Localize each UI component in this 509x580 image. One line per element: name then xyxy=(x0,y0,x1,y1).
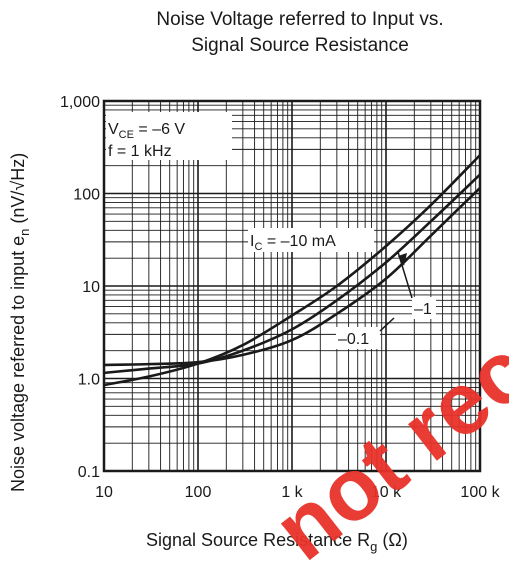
plot-frame xyxy=(102,99,482,473)
series-label-bg-2 xyxy=(412,297,436,319)
y-tick-label: 10 xyxy=(82,279,100,296)
grid-lines xyxy=(103,101,480,472)
y-tick-label: 0.1 xyxy=(78,464,100,481)
pointer-line-2 xyxy=(379,317,395,332)
x-axis-label: Signal Source Resistance Rg (Ω) xyxy=(146,530,408,554)
chart-title-line-2: Signal Source Resistance xyxy=(191,35,409,56)
y-tick-label: 1.0 xyxy=(78,372,100,389)
vce-condition: VCE = –6 V xyxy=(108,121,185,141)
chart-title-line-1: Noise Voltage referred to Input vs. xyxy=(156,9,444,30)
series-label-bg-1 xyxy=(248,228,374,252)
frequency-condition: f = 1 kHz xyxy=(108,143,172,160)
x-tick-label: 1 k xyxy=(281,484,303,501)
y-tick-label: 1,000 xyxy=(60,94,100,111)
series-label-ic-10ma: IC = –10 mA xyxy=(250,233,336,253)
y-tick-label: 100 xyxy=(73,187,100,204)
pointer-arrow xyxy=(398,253,407,266)
series-label-ic-1ma: –1 xyxy=(414,301,432,318)
x-tick-label: 10 xyxy=(95,484,113,501)
x-tick-label: 10 k xyxy=(371,484,402,501)
noise-voltage-chart: 10 100 1 k 10 k 100 k 0.1 1.0 10 100 1,000 VCE = … xyxy=(8,94,501,554)
x-tick-label: 100 k xyxy=(460,484,500,501)
series-curve-2 xyxy=(103,186,481,367)
series-label-bg-3 xyxy=(336,327,380,349)
series-label-ic-0-1ma: –0.1 xyxy=(338,331,369,348)
conditions-box xyxy=(106,112,232,160)
tick-labels: 10 100 1 k 10 k 100 k 0.1 1.0 10 100 1,000 xyxy=(60,94,501,501)
curves xyxy=(103,154,481,387)
series-curve-1 xyxy=(103,173,481,375)
x-tick-label: 100 xyxy=(185,484,212,501)
y-axis-label: Noise voltage referred to input en (nV/√… xyxy=(8,153,32,492)
series-curve-0 xyxy=(103,154,481,387)
